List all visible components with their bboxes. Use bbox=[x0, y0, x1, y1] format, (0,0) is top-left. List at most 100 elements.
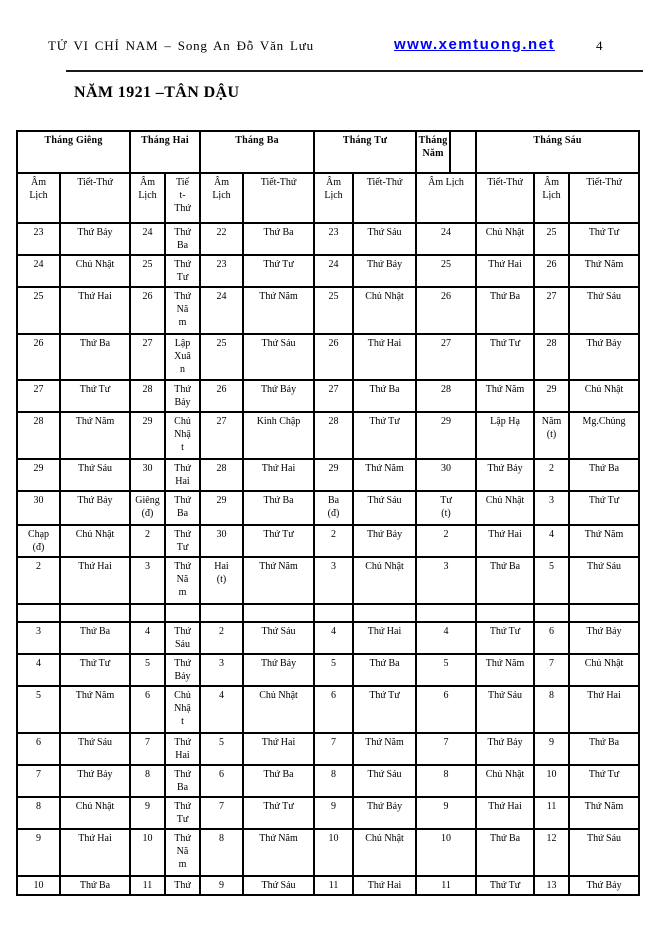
am-lich-cell: 3 bbox=[199, 653, 244, 687]
calendar-row: 6 Thứ Sáu 7 Thứ Hai 5 Thứ Hai 7 Thứ Năm 7 Thứ Bảy… bbox=[16, 732, 641, 766]
tiet-thu-cell: Thứ Năm bbox=[241, 556, 316, 605]
am-lich-cell: 27 bbox=[16, 379, 61, 413]
am-lich-cell: 3 bbox=[129, 556, 166, 605]
am-lich-cell: 29 bbox=[129, 411, 166, 460]
tiet-thu-cell: Kinh Chập bbox=[241, 411, 316, 460]
tiet-thu-cell: Chủ Nhật bbox=[475, 490, 536, 526]
column-header-cell: Tiết-Thứ bbox=[475, 172, 536, 224]
am-lich-cell: 5 bbox=[415, 653, 478, 687]
tiet-thu-cell: Thứ Bảy bbox=[241, 653, 316, 687]
tiet-thu-cell: Thứ Tư bbox=[241, 254, 316, 288]
calendar-body: 23 Thứ Bảy 24 Thứ Ba 22 Thứ Ba 23 Thứ Sáu 24 Chủ … bbox=[16, 222, 641, 896]
am-lich-cell: 4 bbox=[129, 621, 166, 655]
am-lich-cell: 26 bbox=[16, 333, 61, 381]
tiet-thu-cell: Lập Xuâ n bbox=[164, 333, 201, 381]
tiet-thu-cell: Chủ Nhật bbox=[59, 796, 131, 830]
am-lich-cell: 24 bbox=[313, 254, 355, 288]
calendar-row: 27 Thứ Tư 28 Thứ Bảy 26 Thứ Bảy 27 Thứ Ba 28 Thứ … bbox=[16, 379, 641, 413]
tiet-thu-cell: Thứ Sáu bbox=[59, 458, 131, 492]
tiet-thu-cell: Chủ Nhật bbox=[59, 254, 131, 288]
am-lich-cell: Giêng (đ) bbox=[129, 490, 166, 526]
column-header-cell: Âm Lịch bbox=[129, 172, 166, 224]
am-lich-cell: 6 bbox=[415, 685, 478, 734]
header-spacer-cell bbox=[449, 130, 478, 174]
column-header-cell: Tiết-Thứ bbox=[241, 172, 316, 224]
am-lich-cell: 28 bbox=[129, 379, 166, 413]
tiet-thu-cell: Thứ Ba bbox=[568, 458, 641, 492]
tiet-thu-cell: Thứ Năm bbox=[352, 732, 418, 766]
tiet-thu-cell: Thứ Hai bbox=[475, 796, 536, 830]
website-link[interactable]: www.xemtuong.net bbox=[394, 36, 555, 53]
am-lich-cell: 28 bbox=[415, 379, 478, 413]
am-lich-cell: 7 bbox=[199, 796, 244, 830]
tiet-thu-cell: Thứ Sáu bbox=[164, 621, 201, 655]
am-lich-cell: Tư (t) bbox=[415, 490, 478, 526]
am-lich-cell: 25 bbox=[533, 222, 571, 256]
calendar-row: 24 Chủ Nhật 25 Thứ Tư 23 Thứ Tư 24 Thứ Bảy 25 Thứ… bbox=[16, 254, 641, 288]
tiet-thu-cell: Thứ Năm bbox=[352, 458, 418, 492]
tiet-thu-cell: Thứ Hai bbox=[241, 458, 316, 492]
tiet-thu-cell: Thứ Hai bbox=[59, 828, 131, 877]
calendar-row: 9 Thứ Hai 10 Thứ Nă m 8 Thứ Năm 10 Chủ Nhật 10 Th… bbox=[16, 828, 641, 877]
am-lich-cell: 6 bbox=[129, 685, 166, 734]
am-lich-cell: 24 bbox=[16, 254, 61, 288]
tiet-thu-cell: Thứ Sáu bbox=[568, 556, 641, 605]
spacer-cell bbox=[59, 603, 131, 623]
am-lich-cell: 29 bbox=[16, 458, 61, 492]
spacer-cell bbox=[241, 603, 316, 623]
am-lich-cell: 25 bbox=[16, 286, 61, 335]
am-lich-cell: 9 bbox=[313, 796, 355, 830]
am-lich-cell: 27 bbox=[199, 411, 244, 460]
calendar-row: 8 Chủ Nhật 9 Thứ Tư 7 Thứ Tư 9 Thứ Bảy 9 Thứ Hai 1… bbox=[16, 796, 641, 830]
header-divider bbox=[66, 70, 643, 72]
tiet-thu-cell: Thứ Ba bbox=[241, 222, 316, 256]
tiet-thu-cell: Thứ Hai bbox=[59, 286, 131, 335]
spacer-cell bbox=[475, 603, 536, 623]
tiet-thu-cell: Thứ Ba bbox=[475, 828, 536, 877]
am-lich-cell: 2 bbox=[199, 621, 244, 655]
tiet-thu-cell: Chủ Nhật bbox=[352, 556, 418, 605]
spacer-cell bbox=[164, 603, 201, 623]
tiet-thu-cell: Thứ Năm bbox=[568, 524, 641, 558]
am-lich-cell: 5 bbox=[16, 685, 61, 734]
am-lich-cell: 7 bbox=[415, 732, 478, 766]
am-lich-cell: 8 bbox=[415, 764, 478, 798]
am-lich-cell: 29 bbox=[313, 458, 355, 492]
am-lich-cell: 28 bbox=[16, 411, 61, 460]
am-lich-cell: 10 bbox=[16, 875, 61, 896]
am-lich-cell: 27 bbox=[415, 333, 478, 381]
tiet-thu-cell: Thứ Tư bbox=[59, 379, 131, 413]
column-header-row: Âm Lịch Tiết-Thứ Âm Lịch Tiế t- Thứ Âm Lịch T… bbox=[16, 172, 641, 224]
tiet-thu-cell: Thứ Ba bbox=[59, 875, 131, 896]
am-lich-cell: 2 bbox=[16, 556, 61, 605]
am-lich-cell: 26 bbox=[129, 286, 166, 335]
calendar-row: 4 Thứ Tư 5 Thứ Bảy 3 Thứ Bảy 5 Thứ Ba 5 Thứ Năm 7 C… bbox=[16, 653, 641, 687]
tiet-thu-cell: Lập Hạ bbox=[475, 411, 536, 460]
tiet-thu-cell: Thứ Bảy bbox=[475, 732, 536, 766]
am-lich-cell: 30 bbox=[415, 458, 478, 492]
tiet-thu-cell: Thứ Tư bbox=[164, 254, 201, 288]
calendar-table: Tháng Giêng Tháng Hai Tháng Ba Tháng Tư Thán… bbox=[16, 130, 641, 896]
tiet-thu-cell: Thứ Nă m bbox=[164, 828, 201, 877]
tiet-thu-cell: Thứ Tư bbox=[568, 222, 641, 256]
am-lich-cell: 6 bbox=[199, 764, 244, 798]
am-lich-cell: 24 bbox=[199, 286, 244, 335]
am-lich-cell: 26 bbox=[313, 333, 355, 381]
am-lich-cell: 10 bbox=[313, 828, 355, 877]
am-lich-cell: 28 bbox=[199, 458, 244, 492]
tiet-thu-cell: Thứ Năm bbox=[475, 653, 536, 687]
tiet-thu-cell: Thứ Năm bbox=[59, 685, 131, 734]
tiet-thu-cell: Thứ Nă m bbox=[164, 556, 201, 605]
tiet-thu-cell: Thứ Tư bbox=[475, 875, 536, 896]
spacer-cell bbox=[533, 603, 571, 623]
tiet-thu-cell: Thứ Tư bbox=[568, 490, 641, 526]
calendar-row: 3 Thứ Ba 4 Thứ Sáu 2 Thứ Sáu 4 Thứ Hai 4 Thứ Tư 6 T… bbox=[16, 621, 641, 655]
am-lich-cell: 10 bbox=[533, 764, 571, 798]
calendar-row: 7 Thứ Bảy 8 Thứ Ba 6 Thứ Ba 8 Thứ Sáu 8 Chủ Nhật 1… bbox=[16, 764, 641, 798]
am-lich-cell: 3 bbox=[16, 621, 61, 655]
spacer-cell bbox=[352, 603, 418, 623]
tiet-thu-cell: Thứ Sáu bbox=[568, 828, 641, 877]
am-lich-cell: 30 bbox=[199, 524, 244, 558]
am-lich-cell: 8 bbox=[313, 764, 355, 798]
am-lich-cell: 5 bbox=[129, 653, 166, 687]
